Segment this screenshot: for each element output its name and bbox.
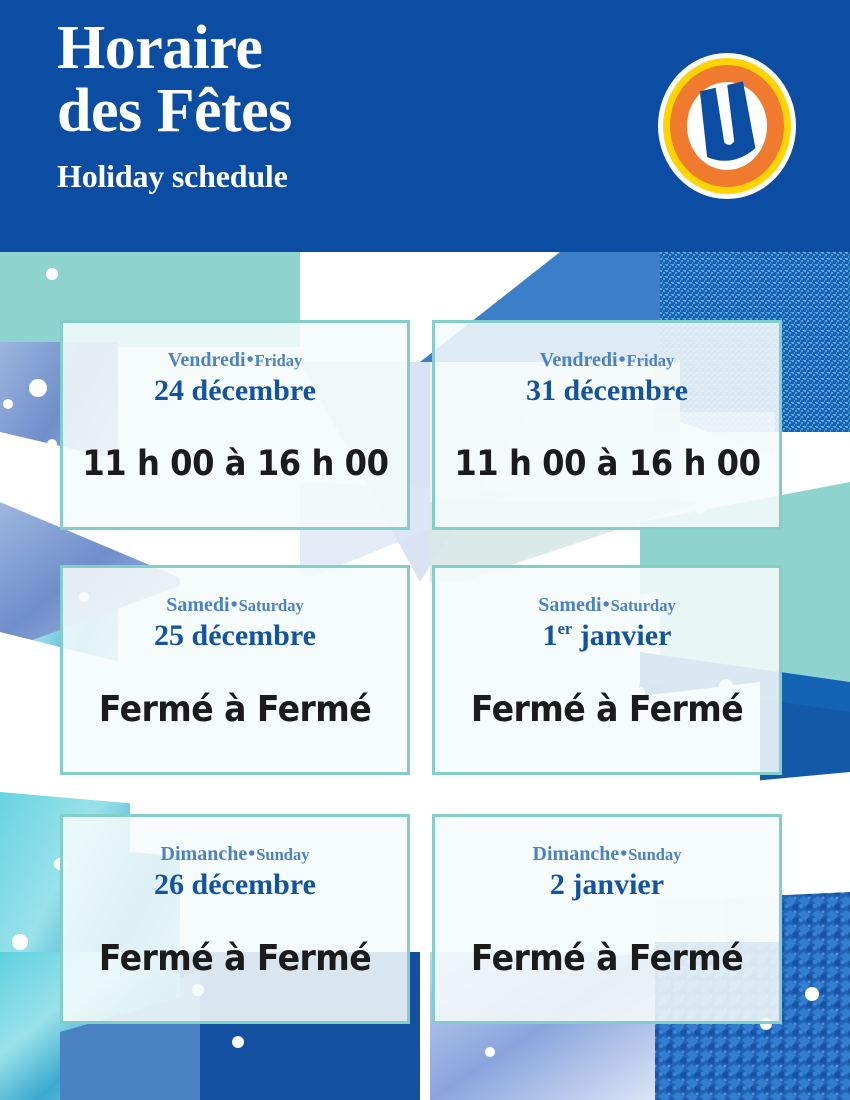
schedule-card: Samedi•Saturday 1er janvier Fermé à Ferm…	[432, 565, 782, 775]
schedule-grid: Vendredi•Friday 24 décembre 11 h 00 à 16…	[0, 252, 850, 1100]
card-hours: 11 h 00 à 16 h 00	[453, 443, 761, 484]
card-day-fr: Dimanche	[532, 843, 620, 865]
card-day-en: Saturday	[610, 596, 676, 615]
header-text-block: Horaire des Fêtes Holiday schedule	[57, 14, 577, 195]
card-day-separator: •	[246, 349, 254, 371]
card-hours: Fermé à Fermé	[470, 937, 744, 979]
card-day-separator: •	[618, 349, 626, 371]
schedule-card: Dimanche•Sunday 26 décembre Fermé à Ferm…	[60, 814, 410, 1024]
card-date: 2 janvier	[549, 868, 665, 901]
card-day-separator: •	[620, 843, 628, 865]
schedule-card: Dimanche•Sunday 2 janvier Fermé à Fermé	[432, 814, 782, 1024]
title-line-1: Horaire	[57, 14, 263, 82]
header-subtitle: Holiday schedule	[57, 157, 288, 194]
card-day-label: Dimanche•Sunday	[533, 844, 682, 864]
card-day-en: Friday	[254, 351, 303, 370]
card-date-month: janvier	[579, 619, 672, 652]
card-day-fr: Vendredi	[167, 349, 246, 371]
card-day-label: Dimanche•Sunday	[161, 844, 310, 864]
schedule-card: Vendredi•Friday 31 décembre 11 h 00 à 16…	[432, 320, 782, 530]
card-day-en: Sunday	[256, 845, 310, 864]
card-day-fr: Dimanche	[160, 843, 248, 865]
schedule-card: Samedi•Saturday 25 décembre Fermé à Ferm…	[60, 565, 410, 775]
card-day-fr: Vendredi	[539, 349, 618, 371]
card-hours: Fermé à Fermé	[98, 688, 372, 730]
card-date: 1er janvier	[543, 620, 672, 652]
card-hours: 11 h 00 à 16 h 00	[81, 443, 389, 484]
title-line-2: des Fêtes	[57, 76, 292, 145]
card-day-separator: •	[602, 594, 610, 616]
card-day-fr: Samedi	[166, 594, 230, 616]
card-day-en: Sunday	[628, 845, 682, 864]
card-day-en: Friday	[626, 351, 675, 370]
poster-header: Horaire des Fêtes Holiday schedule	[0, 0, 850, 252]
card-day-en: Saturday	[238, 596, 304, 615]
card-day-fr: Samedi	[538, 594, 602, 616]
schedule-card: Vendredi•Friday 24 décembre 11 h 00 à 16…	[60, 320, 410, 530]
uniprix-u-logo	[657, 52, 797, 200]
card-day-label: Vendredi•Friday	[168, 350, 303, 370]
card-date: 26 décembre	[154, 868, 316, 901]
card-day-separator: •	[230, 594, 238, 616]
card-day-label: Samedi•Saturday	[166, 595, 303, 615]
card-day-label: Vendredi•Friday	[540, 350, 675, 370]
card-day-label: Samedi•Saturday	[538, 595, 675, 615]
card-date-suffix: er	[557, 619, 573, 638]
card-hours: Fermé à Fermé	[470, 688, 744, 730]
card-hours: Fermé à Fermé	[98, 937, 372, 979]
card-date: 24 décembre	[154, 374, 316, 407]
card-date-number: 1	[542, 619, 558, 652]
card-day-separator: •	[248, 843, 256, 865]
uniprix-u-logo-icon	[658, 53, 796, 199]
card-date: 25 décembre	[154, 619, 316, 652]
card-date: 31 décembre	[526, 374, 688, 407]
